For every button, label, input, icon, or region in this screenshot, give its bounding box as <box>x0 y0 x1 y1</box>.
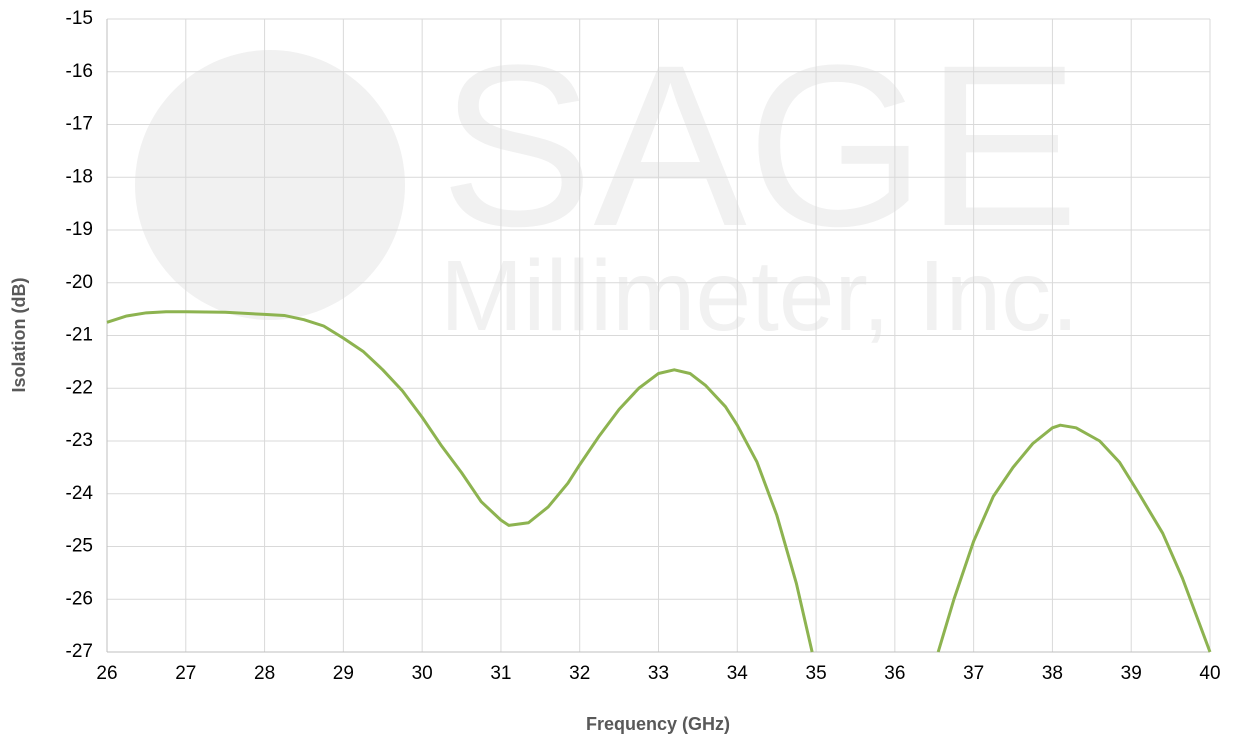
watermark: SAGE <box>440 17 1079 274</box>
x-tick-label: 38 <box>1042 663 1063 684</box>
x-tick-label: 34 <box>727 663 749 684</box>
x-tick-label: 28 <box>254 663 275 684</box>
y-tick-label: -25 <box>66 536 93 557</box>
y-tick-label: -20 <box>66 272 93 293</box>
y-axis-title: Isolation (dB) <box>9 278 29 393</box>
y-tick-label: -21 <box>66 325 93 346</box>
x-axis-title: Frequency (GHz) <box>586 714 730 734</box>
x-tick-label: 39 <box>1121 663 1142 684</box>
x-tick-label: 35 <box>806 663 827 684</box>
y-tick-label: -24 <box>66 483 94 504</box>
y-tick-label: -19 <box>66 219 93 240</box>
x-tick-label: 40 <box>1199 663 1220 684</box>
y-tick-label: -16 <box>66 61 93 82</box>
y-tick-label: -27 <box>66 641 93 662</box>
y-tick-label: -23 <box>66 430 93 451</box>
watermark-logo <box>135 50 405 320</box>
y-tick-label: -17 <box>66 114 93 135</box>
y-tick-label: -18 <box>66 166 93 187</box>
x-tick-label: 29 <box>333 663 354 684</box>
x-tick-label: 37 <box>963 663 984 684</box>
y-tick-label: -26 <box>66 588 93 609</box>
y-tick-label: -22 <box>66 377 93 398</box>
x-tick-label: 33 <box>648 663 669 684</box>
y-tick-label: -15 <box>66 8 93 29</box>
data-line <box>106 310 1212 653</box>
watermark: Millimeter, Inc. <box>440 240 1079 352</box>
x-tick-label: 30 <box>412 663 433 684</box>
x-tick-label: 27 <box>175 663 196 684</box>
x-tick-label: 36 <box>884 663 905 684</box>
x-tick-label: 26 <box>96 663 117 684</box>
x-tick-label: 32 <box>569 663 590 684</box>
x-tick-label: 31 <box>490 663 511 684</box>
